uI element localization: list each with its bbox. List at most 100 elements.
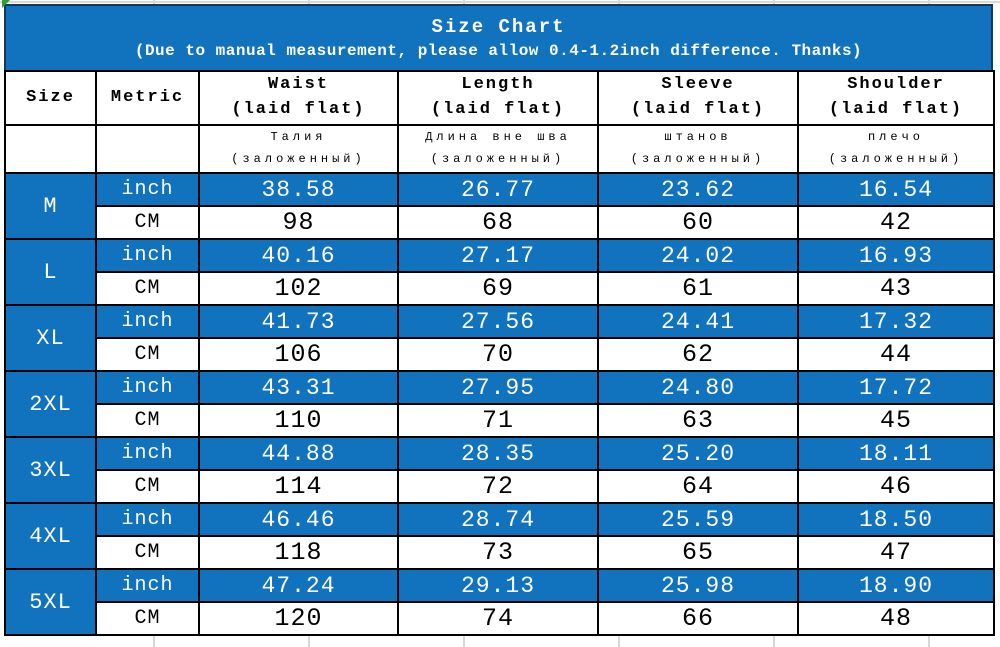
size-row-cm-3XL: CM 114 72 64 46 — [5, 469, 995, 504]
value-cell-cm: 69 — [397, 271, 599, 306]
value-cell-cm: 98 — [198, 205, 399, 240]
banner-title: Size Chart — [431, 16, 566, 38]
value-cell-cm: 48 — [797, 601, 995, 636]
value-cell-inch: 23.62 — [597, 172, 799, 207]
column-header-waist: Waist (laid flat) — [198, 70, 399, 126]
value-cell-cm: 43 — [797, 271, 995, 306]
header-row-en: Size Metric Waist (laid flat) Length (la… — [4, 70, 995, 126]
unit-label-cm: CM — [95, 469, 200, 504]
value-cell-cm: 63 — [597, 403, 799, 438]
value-cell-cm: 73 — [397, 535, 599, 570]
value-cell-inch: 26.77 — [397, 172, 599, 207]
unit-label-cm: CM — [95, 271, 200, 306]
value-cell-inch: 18.90 — [797, 568, 995, 603]
header-row-ru: Талия (заложенный) Длина вне шва (заложе… — [4, 124, 995, 174]
size-chart-table: Size Metric Waist (laid flat) Length (la… — [4, 70, 995, 636]
value-cell-cm: 44 — [797, 337, 995, 372]
size-row-cm-4XL: CM 118 73 65 47 — [5, 535, 995, 570]
value-cell-cm: 66 — [597, 601, 799, 636]
value-cell-cm: 114 — [198, 469, 399, 504]
value-cell-inch: 16.54 — [797, 172, 995, 207]
value-cell-cm: 102 — [198, 271, 399, 306]
column-header-sleeve-ru: штанов (заложенный) — [597, 124, 799, 174]
value-cell-inch: 24.02 — [597, 238, 799, 273]
value-cell-cm: 68 — [397, 205, 599, 240]
value-cell-inch: 41.73 — [198, 304, 399, 339]
column-header-metric: Metric — [95, 70, 200, 126]
size-row-inch-2XL: 2XL inch 43.31 27.95 24.80 17.72 — [4, 370, 995, 438]
size-label-5XL: 5XL — [4, 568, 97, 636]
value-cell-cm: 61 — [597, 271, 799, 306]
value-cell-inch: 18.50 — [797, 502, 995, 537]
size-label-XL: XL — [4, 304, 97, 372]
size-row-cm-5XL: CM 120 74 66 48 — [5, 601, 995, 636]
column-header-shoulder-ru: плечо (заложенный) — [797, 124, 995, 174]
unit-label-inch: inch — [95, 370, 200, 405]
size-label-L: L — [4, 238, 97, 306]
value-cell-cm: 106 — [198, 337, 399, 372]
unit-label-inch: inch — [95, 304, 200, 339]
value-cell-cm: 72 — [397, 469, 599, 504]
value-cell-cm: 71 — [397, 403, 599, 438]
value-cell-cm: 118 — [198, 535, 399, 570]
unit-label-cm: CM — [95, 535, 200, 570]
value-cell-inch: 25.59 — [597, 502, 799, 537]
size-label-M: M — [4, 172, 97, 240]
unit-label-inch: inch — [95, 238, 200, 273]
value-cell-cm: 42 — [797, 205, 995, 240]
column-header-size-ru-empty — [4, 124, 97, 174]
value-cell-inch: 47.24 — [198, 568, 399, 603]
value-cell-inch: 24.80 — [597, 370, 799, 405]
size-row-inch-3XL: 3XL inch 44.88 28.35 25.20 18.11 — [4, 436, 995, 504]
size-row-inch-4XL: 4XL inch 46.46 28.74 25.59 18.50 — [4, 502, 995, 570]
value-cell-inch: 16.93 — [797, 238, 995, 273]
column-header-waist-ru: Талия (заложенный) — [198, 124, 399, 174]
unit-label-inch: inch — [95, 436, 200, 471]
value-cell-cm: 64 — [597, 469, 799, 504]
value-cell-inch: 28.74 — [397, 502, 599, 537]
value-cell-cm: 110 — [198, 403, 399, 438]
value-cell-inch: 29.13 — [397, 568, 599, 603]
size-row-cm-L: CM 102 69 61 43 — [5, 271, 995, 306]
unit-label-cm: CM — [95, 601, 200, 636]
value-cell-inch: 28.35 — [397, 436, 599, 471]
value-cell-inch: 44.88 — [198, 436, 399, 471]
column-header-length-ru: Длина вне шва (заложенный) — [397, 124, 599, 174]
unit-label-cm: CM — [95, 205, 200, 240]
value-cell-inch: 25.20 — [597, 436, 799, 471]
value-cell-inch: 17.72 — [797, 370, 995, 405]
value-cell-inch: 18.11 — [797, 436, 995, 471]
value-cell-cm: 120 — [198, 601, 399, 636]
unit-label-inch: inch — [95, 568, 200, 603]
value-cell-inch: 43.31 — [198, 370, 399, 405]
value-cell-cm: 47 — [797, 535, 995, 570]
value-cell-inch: 27.17 — [397, 238, 599, 273]
value-cell-inch: 38.58 — [198, 172, 399, 207]
sheet-corner-marker — [2, 0, 10, 8]
size-label-2XL: 2XL — [4, 370, 97, 438]
value-cell-inch: 46.46 — [198, 502, 399, 537]
size-row-cm-XL: CM 106 70 62 44 — [5, 337, 995, 372]
size-row-cm-M: CM 98 68 60 42 — [5, 205, 995, 240]
value-cell-cm: 60 — [597, 205, 799, 240]
unit-label-inch: inch — [95, 172, 200, 207]
size-chart-sheet: Size Chart (Due to manual measurement, p… — [4, 4, 995, 636]
unit-label-cm: CM — [95, 337, 200, 372]
size-row-cm-2XL: CM 110 71 63 45 — [5, 403, 995, 438]
size-label-4XL: 4XL — [4, 502, 97, 570]
value-cell-inch: 27.95 — [397, 370, 599, 405]
value-cell-cm: 62 — [597, 337, 799, 372]
size-label-3XL: 3XL — [4, 436, 97, 504]
value-cell-cm: 46 — [797, 469, 995, 504]
column-header-metric-ru-empty — [95, 124, 200, 174]
value-cell-inch: 40.16 — [198, 238, 399, 273]
size-chart-banner: Size Chart (Due to manual measurement, p… — [4, 4, 993, 70]
size-row-inch-XL: XL inch 41.73 27.56 24.41 17.32 — [4, 304, 995, 372]
column-header-length: Length (laid flat) — [397, 70, 599, 126]
unit-label-cm: CM — [95, 403, 200, 438]
value-cell-cm: 74 — [397, 601, 599, 636]
column-header-size: Size — [4, 70, 97, 126]
unit-label-inch: inch — [95, 502, 200, 537]
column-header-sleeve: Sleeve (laid flat) — [597, 70, 799, 126]
